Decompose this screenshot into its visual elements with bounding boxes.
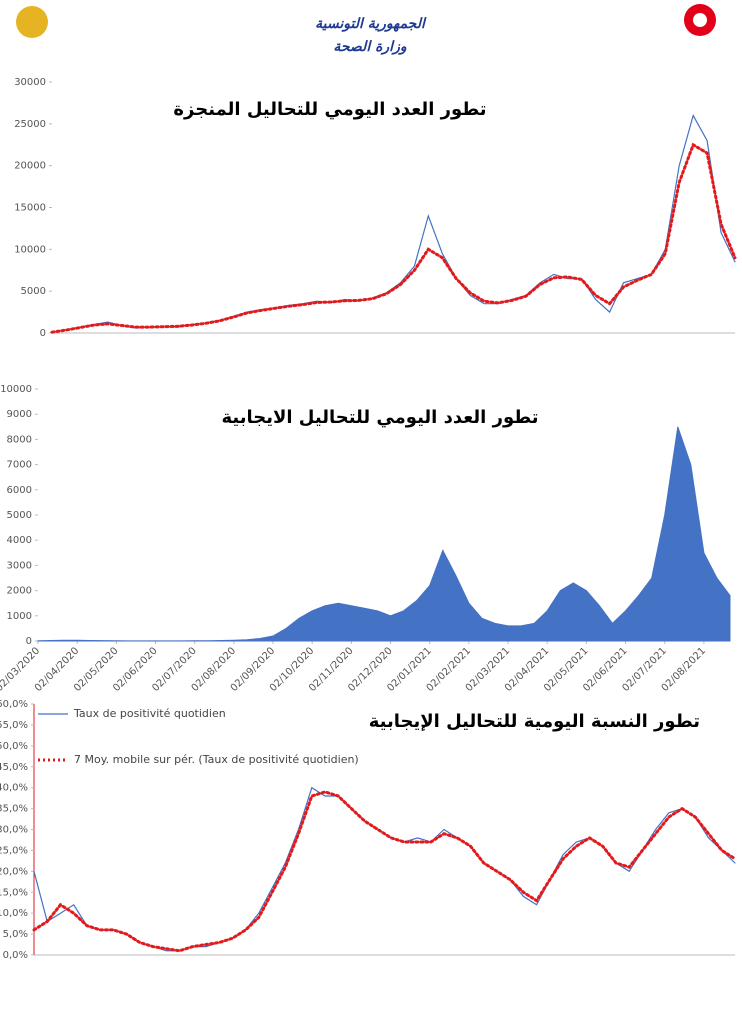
chart-title: تطور النسبة اليومية للتحاليل الإيجابية xyxy=(369,711,700,732)
y-tick-label: 45,0% xyxy=(0,762,28,773)
y-tick-label: 15000 xyxy=(14,203,46,214)
y-tick-label: 15,0% xyxy=(0,887,28,898)
y-tick-label: 2000 xyxy=(7,586,32,597)
y-tick-label: 55,0% xyxy=(0,720,28,731)
ministry-logo-inner xyxy=(693,13,707,27)
y-tick-label: 7000 xyxy=(7,460,32,471)
header-title: الجمهورية التونسية xyxy=(315,16,427,32)
y-tick-label: 25,0% xyxy=(0,845,28,856)
y-tick-label: 1000 xyxy=(7,611,32,622)
y-tick-label: 4000 xyxy=(7,535,32,546)
emblem xyxy=(16,6,48,38)
y-tick-label: 0 xyxy=(26,636,32,647)
y-tick-label: 30,0% xyxy=(0,825,28,836)
y-tick-label: 10000 xyxy=(14,244,46,255)
legend-label: 7 Moy. mobile sur pér. (Taux de positivi… xyxy=(74,753,359,766)
header-subtitle: وزارة الصحة xyxy=(333,39,406,55)
y-tick-label: 10000 xyxy=(0,384,32,395)
y-tick-label: 8000 xyxy=(7,434,32,445)
line xyxy=(51,113,736,333)
y-tick-label: 5000 xyxy=(7,510,32,521)
y-tick-label: 9000 xyxy=(7,409,32,420)
legend-label: Taux de positivité quotidien xyxy=(73,707,226,720)
area xyxy=(37,426,731,642)
y-tick-label: 20000 xyxy=(14,161,46,172)
chart-title: تطور العدد اليومي للتحاليل الايجابية xyxy=(221,407,538,428)
y-tick-label: 10,0% xyxy=(0,908,28,919)
y-tick-label: 5000 xyxy=(21,286,46,297)
y-tick-label: 35,0% xyxy=(0,804,28,815)
y-tick-label: 0,0% xyxy=(3,950,28,961)
chart-title: تطور العدد اليومي للتحاليل المنجزة xyxy=(173,99,486,120)
line xyxy=(32,790,737,953)
line xyxy=(33,786,736,952)
y-tick-label: 40,0% xyxy=(0,783,28,794)
y-tick-label: 3000 xyxy=(7,560,32,571)
y-tick-label: 30000 xyxy=(14,77,46,88)
y-tick-label: 25000 xyxy=(14,119,46,130)
y-tick-label: 20,0% xyxy=(0,866,28,877)
line xyxy=(50,142,737,334)
y-tick-label: 5,0% xyxy=(3,929,28,940)
y-tick-label: 6000 xyxy=(7,485,32,496)
y-tick-label: 0 xyxy=(40,328,46,339)
y-tick-label: 50,0% xyxy=(0,741,28,752)
y-tick-label: 60,0% xyxy=(0,699,28,710)
